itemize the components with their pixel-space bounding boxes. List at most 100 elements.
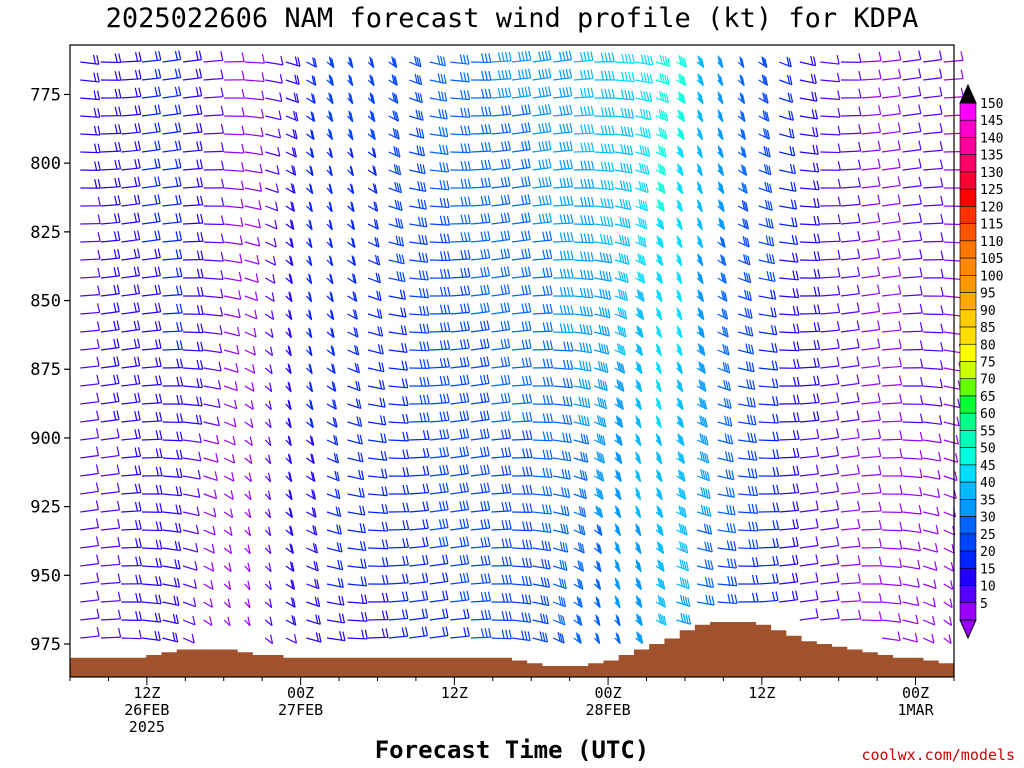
wind-barb	[80, 321, 100, 333]
wind-barb	[717, 326, 729, 338]
wind-barb	[634, 361, 643, 375]
wind-barb	[265, 274, 276, 284]
wind-barb	[511, 357, 532, 369]
wind-barb	[368, 592, 389, 603]
wind-barb	[779, 430, 800, 441]
wind-barb	[820, 554, 840, 567]
wind-barb	[347, 629, 368, 640]
wind-barb	[347, 147, 354, 159]
wind-barb	[470, 591, 492, 603]
wind-barb	[594, 234, 613, 246]
wind-barb	[882, 503, 903, 514]
wind-barb	[183, 396, 203, 407]
wind-barb	[347, 505, 366, 516]
wind-barb	[799, 73, 817, 85]
wind-barb	[820, 108, 841, 118]
wind-barb	[100, 464, 120, 477]
wind-barb	[634, 469, 642, 483]
wind-barb	[532, 576, 551, 588]
wind-barb	[573, 196, 595, 207]
wind-barb	[532, 249, 553, 261]
wind-barb	[923, 159, 944, 171]
wind-barb	[305, 291, 313, 303]
wind-barb	[737, 218, 750, 230]
wind-barb	[532, 68, 552, 81]
wind-barb	[758, 217, 774, 229]
wind-barb	[162, 340, 183, 351]
wind-barb	[388, 378, 409, 389]
wind-barb	[450, 267, 471, 279]
wind-barb	[840, 609, 862, 621]
wind-barb	[882, 558, 903, 568]
wind-barb	[285, 507, 294, 519]
wind-barb	[594, 288, 612, 301]
wind-barb	[141, 466, 163, 477]
wind-barb	[491, 574, 513, 585]
wind-barb	[902, 505, 922, 515]
colorbar-swatch	[959, 533, 977, 552]
wind-barb	[923, 378, 943, 389]
wind-barb	[553, 213, 574, 225]
wind-barb	[840, 106, 862, 117]
wind-barb	[573, 251, 594, 262]
wind-barb	[326, 219, 333, 231]
wind-barb	[840, 53, 862, 63]
wind-barb	[347, 452, 364, 463]
wind-barb	[450, 572, 470, 585]
wind-barb	[265, 183, 279, 194]
wind-barb	[141, 411, 163, 423]
wind-barb	[861, 374, 881, 387]
wind-barb	[347, 540, 367, 552]
wind-barb	[717, 199, 725, 213]
wind-barb	[244, 436, 253, 447]
wind-barb	[840, 410, 860, 423]
wind-barb	[409, 109, 424, 121]
y-tick-label: 925	[30, 498, 61, 518]
wind-barb	[553, 468, 571, 480]
wind-barb	[655, 307, 663, 321]
wind-barb	[655, 91, 669, 104]
wind-barb	[717, 55, 724, 69]
wind-barb	[100, 356, 120, 369]
wind-barb	[902, 122, 922, 135]
wind-barb	[614, 270, 629, 284]
wind-barb	[141, 50, 162, 63]
wind-barb	[553, 195, 574, 207]
wind-barb	[820, 161, 841, 171]
wind-barb	[840, 141, 862, 153]
wind-barb	[820, 143, 841, 154]
wind-barb	[758, 555, 779, 567]
wind-barb	[285, 92, 300, 104]
wind-barb	[881, 576, 902, 587]
wind-barb	[532, 504, 552, 515]
wind-barb	[902, 413, 924, 424]
colorbar-swatch	[959, 361, 977, 380]
wind-barb	[470, 392, 490, 405]
wind-barb	[634, 631, 644, 645]
wind-barb	[450, 338, 470, 351]
wind-barb	[532, 285, 553, 297]
wind-barb	[840, 320, 860, 333]
wind-barb	[840, 446, 860, 459]
wind-barb	[820, 608, 840, 621]
wind-barb	[429, 144, 449, 155]
wind-barb	[902, 358, 924, 369]
wind-barb	[244, 508, 252, 519]
wind-barb	[141, 448, 163, 459]
wind-barb	[183, 177, 204, 189]
wind-barb	[244, 400, 254, 410]
colorbar-label: 110	[980, 235, 1003, 250]
wind-barb	[902, 450, 923, 460]
wind-barb	[162, 267, 183, 279]
wind-barb	[676, 397, 684, 411]
wind-barb	[676, 199, 683, 213]
wind-barb	[655, 253, 664, 267]
wind-barb	[614, 379, 625, 392]
wind-barb	[943, 634, 952, 645]
wind-barb	[80, 178, 101, 189]
wind-barb	[593, 469, 605, 482]
wind-barb	[593, 578, 602, 591]
wind-barb	[511, 122, 531, 135]
wind-barb	[614, 289, 628, 302]
